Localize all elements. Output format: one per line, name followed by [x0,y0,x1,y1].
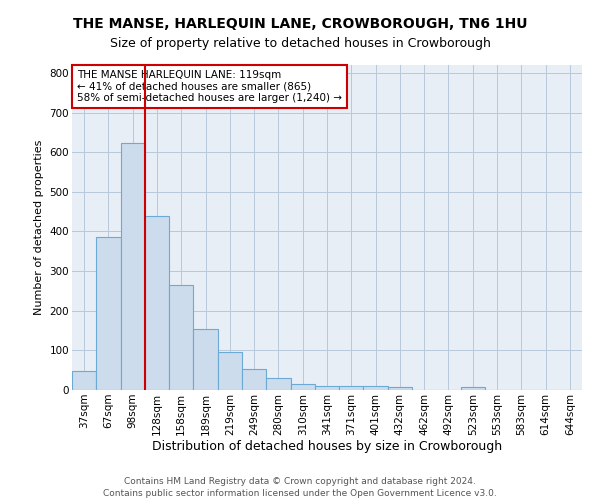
Bar [290,384,315,390]
Bar [218,352,242,390]
Text: THE MANSE, HARLEQUIN LANE, CROWBOROUGH, TN6 1HU: THE MANSE, HARLEQUIN LANE, CROWBOROUGH, … [73,18,527,32]
Bar [121,144,145,390]
Y-axis label: Number of detached properties: Number of detached properties [34,140,44,315]
Bar [388,387,412,390]
Bar [242,370,266,390]
Bar [315,386,339,390]
Bar [72,372,96,390]
Bar [339,386,364,390]
Text: THE MANSE HARLEQUIN LANE: 119sqm
← 41% of detached houses are smaller (865)
58% : THE MANSE HARLEQUIN LANE: 119sqm ← 41% o… [77,70,342,103]
X-axis label: Distribution of detached houses by size in Crowborough: Distribution of detached houses by size … [152,440,502,454]
Text: Size of property relative to detached houses in Crowborough: Size of property relative to detached ho… [110,38,490,51]
Bar [193,328,218,390]
Bar [364,386,388,390]
Bar [169,285,193,390]
Text: Contains HM Land Registry data © Crown copyright and database right 2024.
Contai: Contains HM Land Registry data © Crown c… [103,476,497,498]
Bar [145,216,169,390]
Bar [461,387,485,390]
Bar [96,238,121,390]
Bar [266,378,290,390]
